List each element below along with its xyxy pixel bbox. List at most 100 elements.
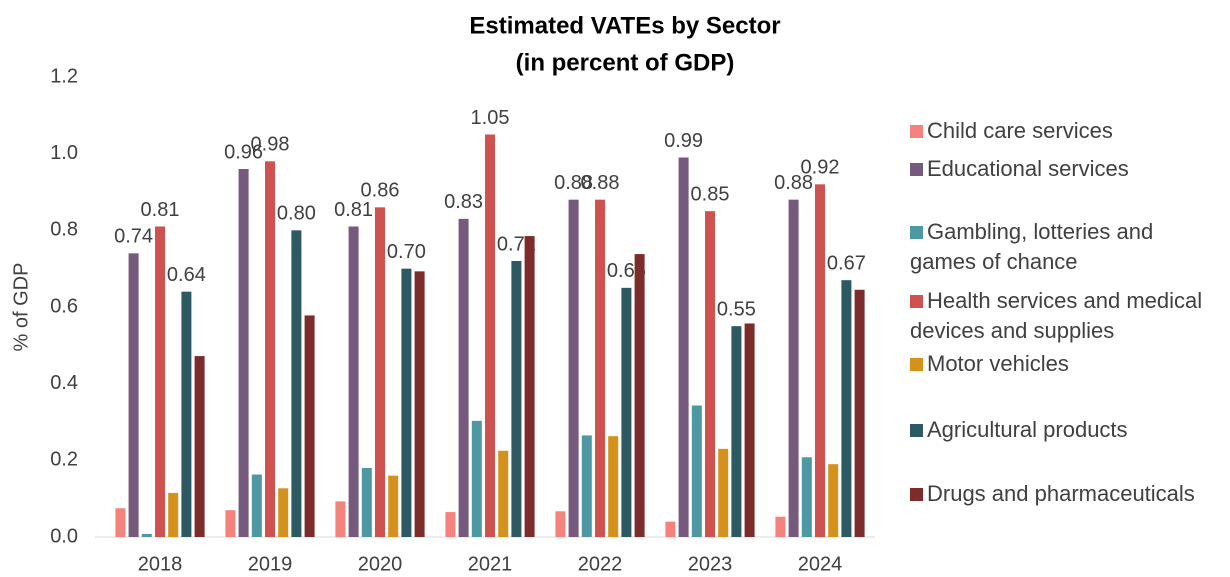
y-axis-label: % of GDP xyxy=(10,263,32,352)
bar xyxy=(194,356,205,537)
legend-item: Motor vehicles xyxy=(910,349,1225,379)
y-tick-label: 1.2 xyxy=(50,65,78,87)
legend-label: Educational services xyxy=(927,156,1129,181)
legend-swatch xyxy=(910,163,923,176)
x-tick-label: 2021 xyxy=(468,553,513,575)
bar xyxy=(128,253,139,538)
bar xyxy=(828,464,839,537)
bar xyxy=(458,218,469,538)
legend-swatch xyxy=(910,226,923,239)
bar xyxy=(634,254,645,537)
legend-swatch xyxy=(910,488,923,501)
chart-subtitle: (in percent of GDP) xyxy=(516,49,735,76)
legend-swatch xyxy=(910,125,923,138)
bar xyxy=(524,236,535,538)
legend-label: Drugs and pharmaceuticals xyxy=(927,481,1195,506)
bar xyxy=(691,405,702,537)
legend-swatch xyxy=(910,424,923,437)
data-label: 0.80 xyxy=(277,203,316,225)
data-label: 0.74 xyxy=(114,226,153,248)
data-label: 0.86 xyxy=(361,180,400,202)
y-tick-label: 0.8 xyxy=(50,219,78,241)
data-label: 0.88 xyxy=(554,172,593,194)
legend-item: Educational services xyxy=(910,154,1225,184)
x-tick-label: 2022 xyxy=(578,553,623,575)
legend-item: Health services and medical devices and … xyxy=(910,286,1225,346)
bar xyxy=(181,291,192,537)
y-tick-label: 0.6 xyxy=(50,295,78,317)
legend-label: Gambling, lotteries and games of chance xyxy=(910,219,1154,274)
bar xyxy=(265,161,275,538)
bar xyxy=(335,501,346,537)
legend-swatch xyxy=(910,358,923,371)
bar xyxy=(744,323,755,537)
data-label: 0.92 xyxy=(801,157,840,179)
legend-label: Motor vehicles xyxy=(927,351,1069,376)
bar xyxy=(155,226,165,537)
data-label: 0.81 xyxy=(141,199,180,221)
data-label: 0.83 xyxy=(444,191,483,213)
bar xyxy=(854,289,865,537)
legend-label: Health services and medical devices and … xyxy=(910,288,1203,343)
bar xyxy=(621,287,632,537)
legend-item: Agricultural products xyxy=(910,415,1225,445)
bar xyxy=(238,169,249,537)
bar xyxy=(775,516,786,537)
bar xyxy=(801,457,812,537)
x-tick-label: 2023 xyxy=(688,553,733,575)
data-label: 0.85 xyxy=(691,183,730,205)
bar xyxy=(731,326,742,537)
bar xyxy=(705,211,715,537)
bar xyxy=(608,436,619,537)
bar xyxy=(414,271,425,537)
x-tick-label: 2018 xyxy=(138,553,183,575)
bar xyxy=(361,468,372,537)
x-tick-label: 2019 xyxy=(248,553,293,575)
bar xyxy=(291,230,302,538)
bar xyxy=(555,511,566,537)
data-label: 0.64 xyxy=(167,264,206,286)
bar xyxy=(511,261,522,537)
bar xyxy=(401,268,412,537)
bar xyxy=(348,226,359,537)
legend-label: Agricultural products xyxy=(927,417,1128,442)
data-label: 0.55 xyxy=(717,298,756,320)
legend-item: Child care services xyxy=(910,116,1225,146)
bar xyxy=(568,199,579,537)
bar xyxy=(581,435,592,537)
bar xyxy=(718,448,729,537)
bar xyxy=(168,492,179,537)
x-tick-label: 2020 xyxy=(358,553,403,575)
legend-item: Gambling, lotteries and games of chance xyxy=(910,217,1225,277)
bar xyxy=(141,533,152,537)
bar xyxy=(841,280,852,537)
legend-swatch xyxy=(910,295,923,308)
bar xyxy=(815,184,825,538)
data-label: 0.96 xyxy=(224,141,263,163)
bar xyxy=(115,508,126,537)
data-label: 0.99 xyxy=(664,130,703,152)
bar xyxy=(788,199,799,537)
data-label: 1.05 xyxy=(471,107,510,129)
bar xyxy=(485,134,495,537)
bar xyxy=(375,207,385,538)
legend-item: Drugs and pharmaceuticals xyxy=(910,479,1225,509)
bar xyxy=(388,475,399,537)
legend-label: Child care services xyxy=(927,118,1113,143)
bar xyxy=(445,512,456,537)
y-tick-label: 1.0 xyxy=(50,142,78,164)
bar xyxy=(251,474,262,537)
bar xyxy=(225,510,236,537)
data-label: 0.98 xyxy=(251,134,290,156)
bar xyxy=(498,450,509,537)
y-tick-label: 0.0 xyxy=(50,525,78,547)
x-tick-label: 2024 xyxy=(798,553,843,575)
bar xyxy=(278,488,289,537)
data-label: 0.70 xyxy=(387,241,426,263)
y-tick-label: 0.2 xyxy=(50,449,78,471)
bar xyxy=(678,157,689,537)
bar xyxy=(471,420,482,537)
data-label: 0.67 xyxy=(827,252,866,274)
